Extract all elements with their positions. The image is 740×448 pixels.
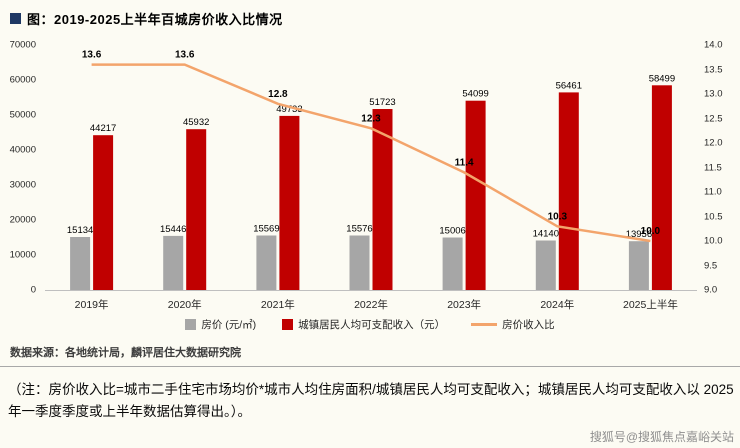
x-axis-label: 2022年: [354, 299, 388, 311]
divider-line: [0, 366, 740, 367]
legend-line-swatch-icon: [471, 323, 498, 326]
bar: [163, 235, 184, 290]
y-right-tick-label: 14.0: [704, 39, 723, 51]
bar-value-label: 15134: [67, 225, 93, 236]
legend-label: 城镇居民人均可支配收入（元）: [298, 319, 446, 331]
legend-item: 城镇居民人均可支配收入（元）: [282, 317, 445, 332]
y-left-tick-label: 50000: [9, 109, 36, 121]
x-axis: 2019年 2020年 2021年 2022年 2023年 2024年 2025上半年: [45, 297, 697, 312]
bar: [558, 92, 579, 291]
y-left-tick-label: 60000: [9, 74, 36, 86]
y-left-tick-label: 20000: [9, 214, 36, 226]
y-right-tick-label: 11.0: [704, 186, 722, 198]
legend-item: 房价收入比: [471, 317, 555, 332]
bar-value-label: 15446: [160, 224, 186, 235]
y-right-tick-label: 13.0: [704, 88, 723, 100]
legend-bar-swatch-icon: [185, 319, 197, 330]
bar: [93, 135, 114, 290]
legend-label: 房价 (元/㎡): [201, 319, 257, 331]
legend-label: 房价收入比: [502, 319, 555, 331]
chart-canvas: 15134 44217 15446 45932 15569 49733 15576 51723…: [67, 50, 675, 291]
y-left-tick-label: 30000: [9, 179, 36, 191]
source-text: 数据来源：各地统计局，麟评居住大数据研究院: [10, 347, 241, 359]
bar-value-label: 56461: [556, 80, 582, 91]
line-value-label: 11.4: [455, 157, 474, 168]
y-right-tick-label: 12.0: [704, 137, 723, 149]
y-left-tick-label: 0: [30, 284, 36, 296]
y-axis-left: 70000 60000 50000 40000 30000 20000 10000 0: [0, 40, 38, 296]
bar: [186, 129, 207, 290]
bar: [442, 237, 463, 290]
legend-item: 房价 (元/㎡): [185, 317, 256, 332]
bar: [628, 241, 649, 290]
line-value-label: 13.6: [82, 50, 102, 61]
bar-value-label: 49733: [276, 104, 302, 115]
bar-value-label: 15006: [439, 226, 465, 237]
y-right-tick-label: 11.5: [704, 162, 722, 173]
bar-value-label: 15569: [253, 224, 279, 235]
y-left-tick-label: 10000: [9, 249, 36, 261]
bar-value-label: 13956: [626, 229, 652, 240]
bar-value-label: 58499: [649, 73, 675, 84]
y-left-tick-label: 70000: [9, 39, 36, 51]
bar: [465, 100, 486, 290]
line-value-label: 10.3: [548, 211, 568, 222]
bar: [372, 109, 393, 290]
legend-bar-swatch-icon: [282, 319, 294, 330]
bar: [349, 235, 370, 290]
legend: 房价 (元/㎡) 城镇居民人均可支配收入（元） 房价收入比: [0, 317, 740, 332]
y-right-tick-label: 9.0: [704, 284, 718, 296]
line-value-label: 12.8: [268, 89, 288, 100]
y-axis-right: 14.0 13.5 13.0 12.5 12.0 11.5 11.0 10.5 10.0 9.5 9…: [702, 40, 738, 296]
bar: [651, 85, 672, 290]
plot-area: 15134 44217 15446 45932 15569 49733 15576 51723…: [45, 45, 697, 291]
bar: [535, 240, 556, 290]
x-axis-label: 2023年: [447, 299, 482, 311]
bar: [279, 115, 300, 291]
bar-value-label: 15576: [346, 224, 372, 235]
bar-value-label: 45932: [183, 117, 209, 128]
y-right-tick-label: 12.5: [704, 113, 723, 124]
x-axis-label: 2024年: [540, 299, 575, 311]
y-right-tick-label: 10.5: [704, 211, 723, 222]
y-left-tick-label: 40000: [9, 144, 36, 156]
y-right-tick-label: 13.5: [704, 64, 723, 75]
x-axis-label: 2019年: [74, 299, 109, 311]
x-axis-label: 2021年: [260, 299, 295, 311]
bar-value-label: 44217: [90, 123, 116, 134]
x-axis-label: 2020年: [167, 299, 202, 311]
line-value-label: 13.6: [175, 50, 195, 61]
bar-value-label: 14140: [533, 229, 559, 240]
line-series: [91, 63, 651, 243]
bar-value-label: 54099: [462, 89, 488, 100]
note-text: （注：房价收入比=城市二手住宅市场均价*城市人均住房面积/城镇居民人均可支配收入…: [8, 382, 734, 419]
y-right-tick-label: 9.5: [704, 260, 718, 271]
bar: [256, 235, 277, 290]
line-value-label: 10.0: [641, 226, 661, 237]
watermark: 搜狐号@搜狐焦点嘉峪关站: [589, 430, 734, 444]
line-value-label: 12.3: [361, 113, 381, 124]
page-title: 图：2019-2025上半年百城房价收入比情况: [27, 12, 283, 27]
chart-title-row: 图：2019-2025上半年百城房价收入比情况: [10, 9, 283, 28]
bar-value-label: 51723: [369, 97, 395, 108]
title-bullet-icon: [10, 13, 21, 24]
y-right-tick-label: 10.0: [704, 235, 723, 247]
bar: [70, 237, 91, 290]
x-axis-label: 2025上半年: [622, 299, 678, 311]
